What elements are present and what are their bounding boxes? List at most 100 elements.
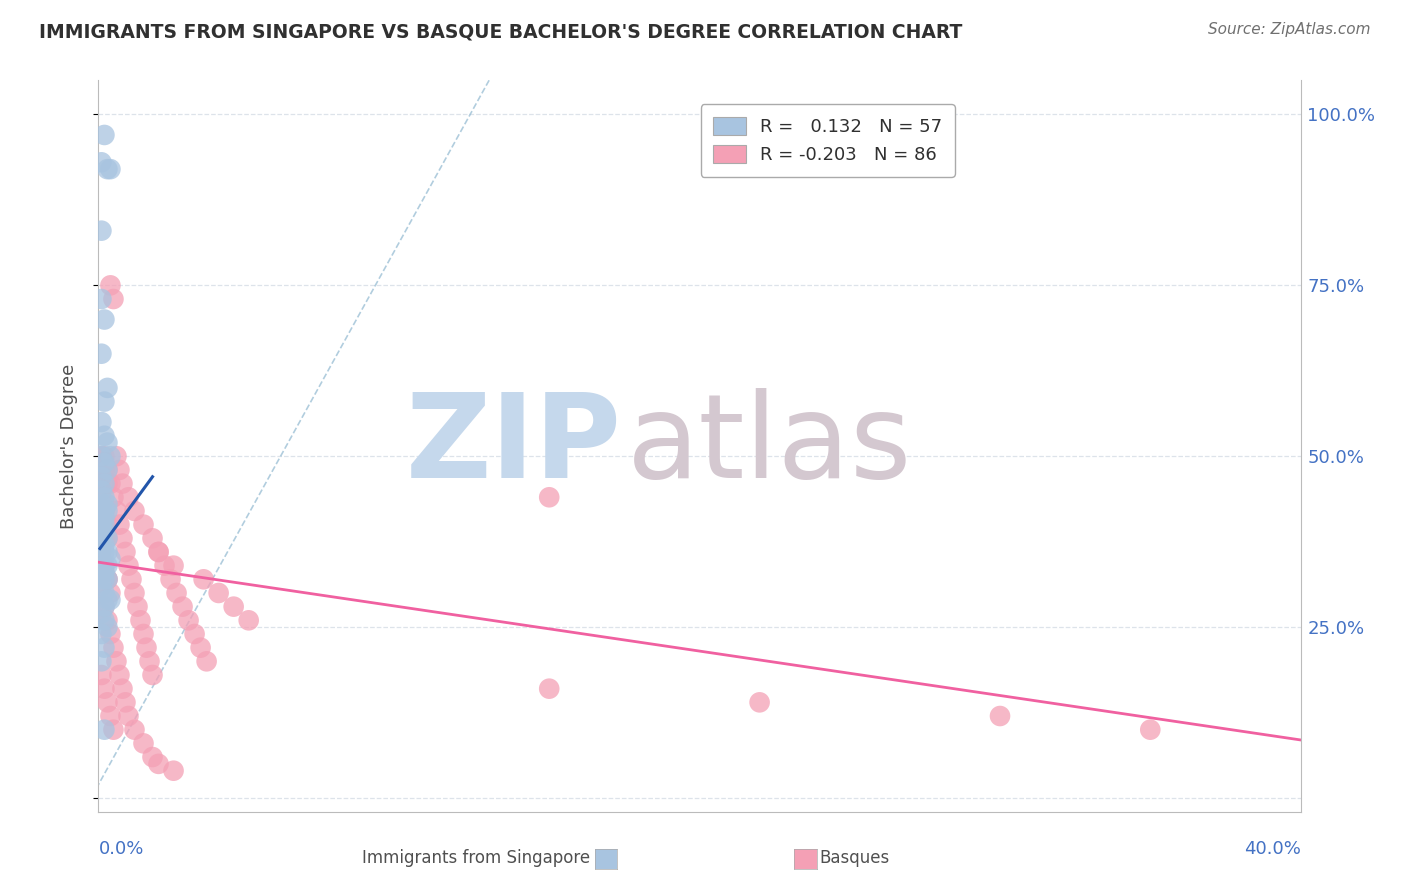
Point (132, 736, 155, 750)
Point (93, 640, 115, 655)
Point (105, 504, 128, 518)
Point (96, 545, 118, 559)
Point (538, 681, 561, 696)
Point (111, 476, 134, 491)
Point (100, 162, 122, 177)
Point (96, 592, 118, 607)
Point (90, 490, 112, 504)
Point (90, 551, 112, 566)
Point (96, 463, 118, 477)
Point (93, 476, 115, 491)
Point (90, 627, 112, 641)
Point (93, 572, 115, 586)
Point (93, 504, 115, 518)
Point (90, 524, 112, 539)
Point (93, 531, 115, 545)
Point (93, 599, 115, 614)
Point (108, 668, 131, 682)
Point (117, 490, 139, 504)
Point (138, 654, 160, 668)
Point (96, 504, 118, 518)
Point (222, 599, 245, 614)
Point (96, 162, 118, 177)
Point (93, 463, 115, 477)
Text: IMMIGRANTS FROM SINGAPORE VS BASQUE BACHELOR'S DEGREE CORRELATION CHART: IMMIGRANTS FROM SINGAPORE VS BASQUE BACH… (39, 22, 963, 41)
Text: Basques: Basques (820, 849, 890, 867)
Point (159, 572, 181, 586)
Point (96, 572, 118, 586)
Point (96, 572, 118, 586)
Point (90, 517, 112, 532)
Point (93, 449, 115, 463)
Point (90, 504, 112, 518)
Point (90, 586, 112, 600)
Point (96, 463, 118, 477)
Point (124, 586, 146, 600)
Point (93, 586, 115, 600)
Point (121, 572, 143, 586)
Point (100, 278, 122, 293)
Point (153, 558, 176, 573)
Text: 40.0%: 40.0% (1244, 840, 1301, 858)
Point (148, 545, 170, 559)
Point (748, 695, 770, 709)
Point (172, 599, 194, 614)
Point (90, 449, 112, 463)
Point (90, 155, 112, 169)
Point (103, 490, 125, 504)
Point (93, 545, 115, 559)
Point (111, 681, 134, 696)
Point (238, 613, 260, 627)
Point (90, 668, 112, 682)
Point (103, 292, 125, 306)
Text: atlas: atlas (627, 389, 912, 503)
Point (90, 566, 112, 580)
Point (190, 640, 212, 655)
Point (166, 586, 188, 600)
Point (93, 312, 115, 326)
Point (108, 517, 131, 532)
Point (93, 394, 115, 409)
Point (96, 531, 118, 545)
Point (93, 456, 115, 470)
Point (100, 476, 122, 491)
Text: 0.0%: 0.0% (98, 840, 143, 858)
Point (127, 599, 149, 614)
Point (129, 613, 152, 627)
Point (93, 504, 115, 518)
Point (124, 723, 146, 737)
Point (90, 497, 112, 511)
Point (162, 764, 184, 778)
Point (141, 531, 163, 545)
Point (96, 572, 118, 586)
Point (183, 627, 205, 641)
Point (111, 531, 134, 545)
Point (1139, 723, 1161, 737)
Point (93, 490, 115, 504)
Point (117, 558, 139, 573)
Point (96, 695, 118, 709)
Point (105, 449, 128, 463)
Text: Source: ZipAtlas.com: Source: ZipAtlas.com (1208, 22, 1371, 37)
Point (114, 695, 136, 709)
Point (90, 654, 112, 668)
Point (90, 415, 112, 429)
Point (96, 381, 118, 395)
Point (96, 613, 118, 627)
Point (193, 572, 215, 586)
Point (96, 476, 118, 491)
Point (90, 545, 112, 559)
Point (96, 531, 118, 545)
Point (93, 566, 115, 580)
Point (90, 224, 112, 238)
Point (538, 490, 561, 504)
Point (93, 429, 115, 443)
Point (93, 681, 115, 696)
Point (93, 558, 115, 573)
Point (103, 640, 125, 655)
Point (105, 654, 128, 668)
Text: Immigrants from Singapore: Immigrants from Singapore (363, 849, 591, 867)
Point (93, 517, 115, 532)
Point (117, 709, 139, 723)
Point (90, 483, 112, 498)
